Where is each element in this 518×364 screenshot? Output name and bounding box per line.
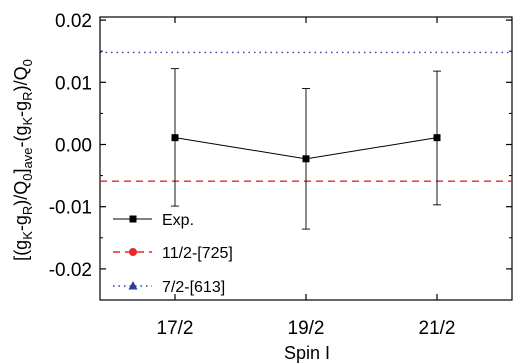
data-point-square <box>433 134 441 142</box>
y-tick-label: 0.01 <box>55 73 92 94</box>
y-axis-title-part: -g <box>11 101 31 117</box>
x-tick-label: 19/2 <box>288 318 325 339</box>
legend-label-exp: Exp. <box>162 212 194 229</box>
y-axis-title-subscript: R <box>20 91 35 100</box>
legend-label-11-2-725: 11/2-[725] <box>162 245 233 262</box>
y-axis-title-part: ] <box>11 168 31 173</box>
y-axis-title-subscript: R <box>20 206 35 215</box>
y-axis-title-subscript: ave <box>20 148 35 169</box>
legend-marker-triangle <box>128 281 138 290</box>
y-axis-title-subscript: 0 <box>20 59 35 66</box>
y-tick-label: 0.00 <box>55 136 92 157</box>
legend: Exp. 11/2-[725] 7/2-[613] <box>113 212 233 296</box>
y-axis-title-part: -g <box>11 215 31 231</box>
x-axis-title: Spin I <box>284 343 330 363</box>
y-tick-label: -0.02 <box>49 260 92 281</box>
y-axis-title: [(gK-gR)/Q0]ave-(gK-gR)/Q0 <box>11 59 35 261</box>
legend-label-7-2-613: 7/2-[613] <box>162 279 225 296</box>
y-tick-label: -0.01 <box>49 198 92 219</box>
y-axis-title-part: -(g <box>11 126 31 148</box>
data-point-square <box>171 134 179 142</box>
x-axis-ticks: 17/2 19/2 21/2 <box>157 17 456 339</box>
legend-marker-square <box>129 215 137 223</box>
x-tick-label: 17/2 <box>157 318 194 339</box>
legend-marker-circle <box>129 248 137 256</box>
x-tick-label: 21/2 <box>419 318 456 339</box>
y-axis-title-subscript: K <box>20 231 35 240</box>
y-axis-title-subscript: 0 <box>20 173 35 180</box>
data-point-square <box>302 155 310 163</box>
y-axis-title-subscript: K <box>20 117 35 126</box>
y-tick-label: 0.02 <box>55 11 92 32</box>
y-axis-title-part: [(g <box>11 240 31 261</box>
y-axis-ticks: 0.02 0.01 0.00 -0.01 -0.02 <box>49 11 512 281</box>
y-axis-title-part: )/Q <box>11 66 31 91</box>
series-exp <box>171 68 441 230</box>
y-axis-title-part: )/Q <box>11 181 31 206</box>
